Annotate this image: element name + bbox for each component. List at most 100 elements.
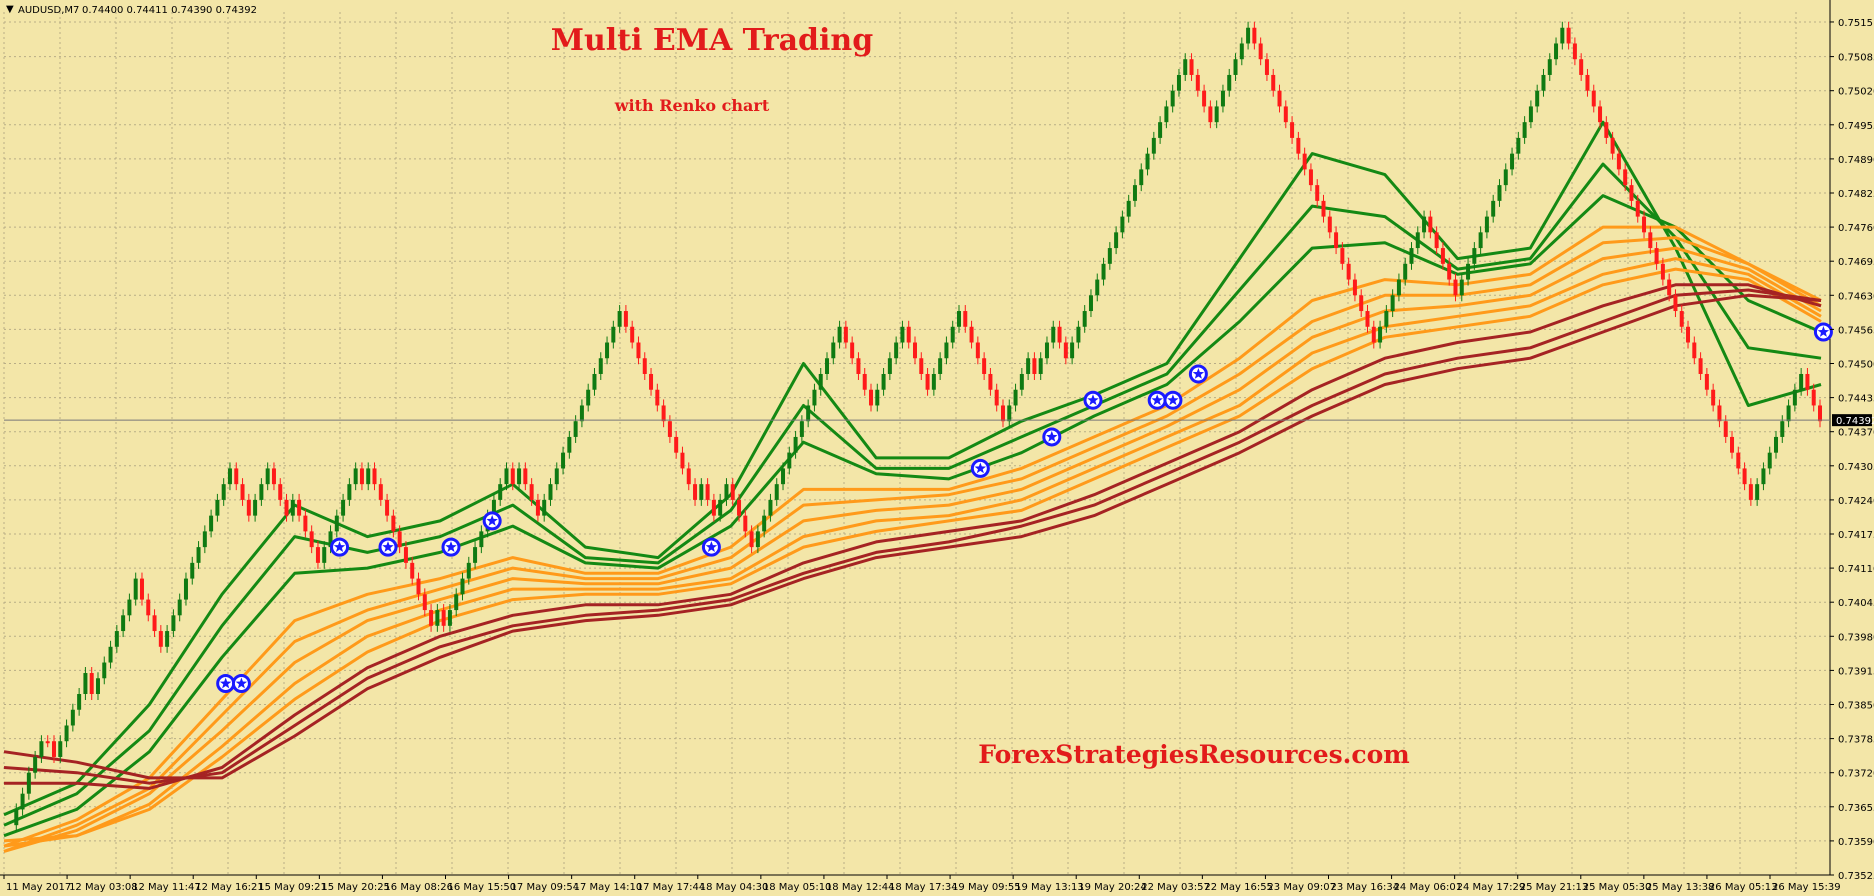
bear-brick bbox=[1057, 326, 1062, 343]
bull-brick bbox=[1233, 59, 1238, 75]
time-tick-label: 11 May 2017 bbox=[6, 882, 71, 893]
bear-brick bbox=[1352, 279, 1357, 296]
price-tick-label: 0.74175 bbox=[1838, 530, 1874, 541]
bull-brick bbox=[26, 772, 31, 794]
bear-brick bbox=[1736, 452, 1741, 469]
bull-brick bbox=[466, 562, 471, 579]
price-tick-label: 0.74565 bbox=[1838, 325, 1874, 336]
bull-brick bbox=[1541, 74, 1546, 91]
time-tick-label: 26 May 05:13 bbox=[1709, 882, 1778, 893]
bull-brick bbox=[781, 468, 786, 485]
bull-brick bbox=[1120, 216, 1125, 233]
bear-brick bbox=[1604, 122, 1609, 138]
bull-brick bbox=[894, 342, 899, 359]
time-tick-label: 24 May 06:01 bbox=[1394, 882, 1463, 893]
bull-brick bbox=[1220, 90, 1225, 107]
signal-star-icon bbox=[1147, 390, 1167, 410]
ema-line-slow bbox=[3, 288, 1822, 785]
bear-brick bbox=[1208, 106, 1213, 123]
bull-brick bbox=[1554, 43, 1559, 60]
ema-line-slow bbox=[3, 293, 1822, 780]
bear-brick bbox=[862, 373, 867, 390]
bull-brick bbox=[504, 468, 509, 485]
bear-brick bbox=[1648, 232, 1653, 249]
time-tick-label: 18 May 05:10 bbox=[763, 882, 832, 893]
bear-brick bbox=[913, 342, 917, 359]
bear-brick bbox=[1805, 373, 1810, 390]
bear-brick bbox=[1283, 106, 1288, 123]
bear-brick bbox=[649, 373, 654, 390]
bear-brick bbox=[309, 531, 314, 548]
bear-brick bbox=[158, 631, 163, 647]
bear-brick bbox=[982, 358, 987, 374]
bull-brick bbox=[491, 499, 496, 516]
bull-brick bbox=[1082, 311, 1087, 327]
bull-brick bbox=[227, 468, 232, 485]
bear-brick bbox=[737, 499, 742, 516]
bull-brick bbox=[1497, 185, 1502, 201]
bull-brick bbox=[1491, 200, 1496, 217]
bull-brick bbox=[755, 531, 760, 548]
bear-brick bbox=[1616, 153, 1621, 170]
bear-brick bbox=[1623, 169, 1628, 186]
bear-brick bbox=[711, 499, 716, 516]
bear-brick bbox=[271, 468, 276, 485]
time-tick-label: 12 May 16:21 bbox=[195, 882, 264, 893]
bull-brick bbox=[1403, 263, 1408, 280]
bear-brick bbox=[636, 342, 641, 359]
bull-brick bbox=[554, 468, 559, 485]
bull-brick bbox=[799, 421, 804, 437]
bear-brick bbox=[1585, 74, 1590, 91]
bear-brick bbox=[1340, 248, 1345, 264]
bull-brick bbox=[1780, 421, 1785, 437]
bear-brick bbox=[535, 499, 540, 516]
bear-brick bbox=[1660, 263, 1665, 280]
bull-brick bbox=[762, 515, 767, 532]
bull-brick bbox=[215, 499, 220, 516]
bull-brick bbox=[573, 421, 578, 437]
bull-brick bbox=[768, 499, 773, 516]
bull-brick bbox=[1070, 342, 1075, 359]
bull-brick bbox=[1466, 263, 1471, 280]
bear-brick bbox=[410, 562, 415, 579]
bear-brick bbox=[1271, 74, 1276, 91]
bear-brick bbox=[1654, 248, 1659, 264]
ohlc-readout: 0.74400 0.74411 0.74390 0.74392 bbox=[82, 5, 257, 16]
bear-brick bbox=[441, 610, 446, 626]
bull-brick bbox=[561, 452, 566, 469]
bear-brick bbox=[1742, 468, 1747, 485]
bear-brick bbox=[429, 610, 434, 626]
bull-brick bbox=[611, 326, 616, 343]
bull-brick bbox=[1409, 248, 1414, 264]
bear-brick bbox=[1629, 185, 1634, 201]
bull-brick bbox=[1145, 153, 1150, 170]
bull-brick bbox=[1114, 232, 1119, 249]
price-tick-label: 0.73525 bbox=[1838, 871, 1874, 882]
bull-brick bbox=[1170, 90, 1175, 107]
bull-brick bbox=[617, 311, 622, 327]
signal-star-icon bbox=[441, 537, 461, 557]
chart-menu-arrow-icon[interactable]: ▼ bbox=[6, 4, 14, 15]
bull-brick bbox=[114, 631, 119, 647]
bull-brick bbox=[548, 484, 553, 500]
bull-brick bbox=[1799, 373, 1804, 390]
bear-brick bbox=[623, 311, 628, 327]
current-price-badge bbox=[1832, 414, 1872, 427]
bear-brick bbox=[403, 547, 408, 563]
symbol-label: AUDUSD,M7 bbox=[18, 5, 79, 16]
bull-brick bbox=[1164, 106, 1169, 123]
ema-line-mid bbox=[3, 257, 1822, 848]
bear-brick bbox=[686, 468, 691, 485]
bear-brick bbox=[284, 499, 289, 516]
signal-star-icon bbox=[231, 674, 251, 694]
bull-brick bbox=[837, 326, 842, 343]
bull-brick bbox=[14, 809, 19, 826]
bull-brick bbox=[1755, 484, 1760, 500]
bull-brick bbox=[881, 373, 886, 390]
bear-brick bbox=[1717, 405, 1722, 422]
bull-brick bbox=[473, 547, 478, 563]
bull-brick bbox=[774, 484, 779, 500]
